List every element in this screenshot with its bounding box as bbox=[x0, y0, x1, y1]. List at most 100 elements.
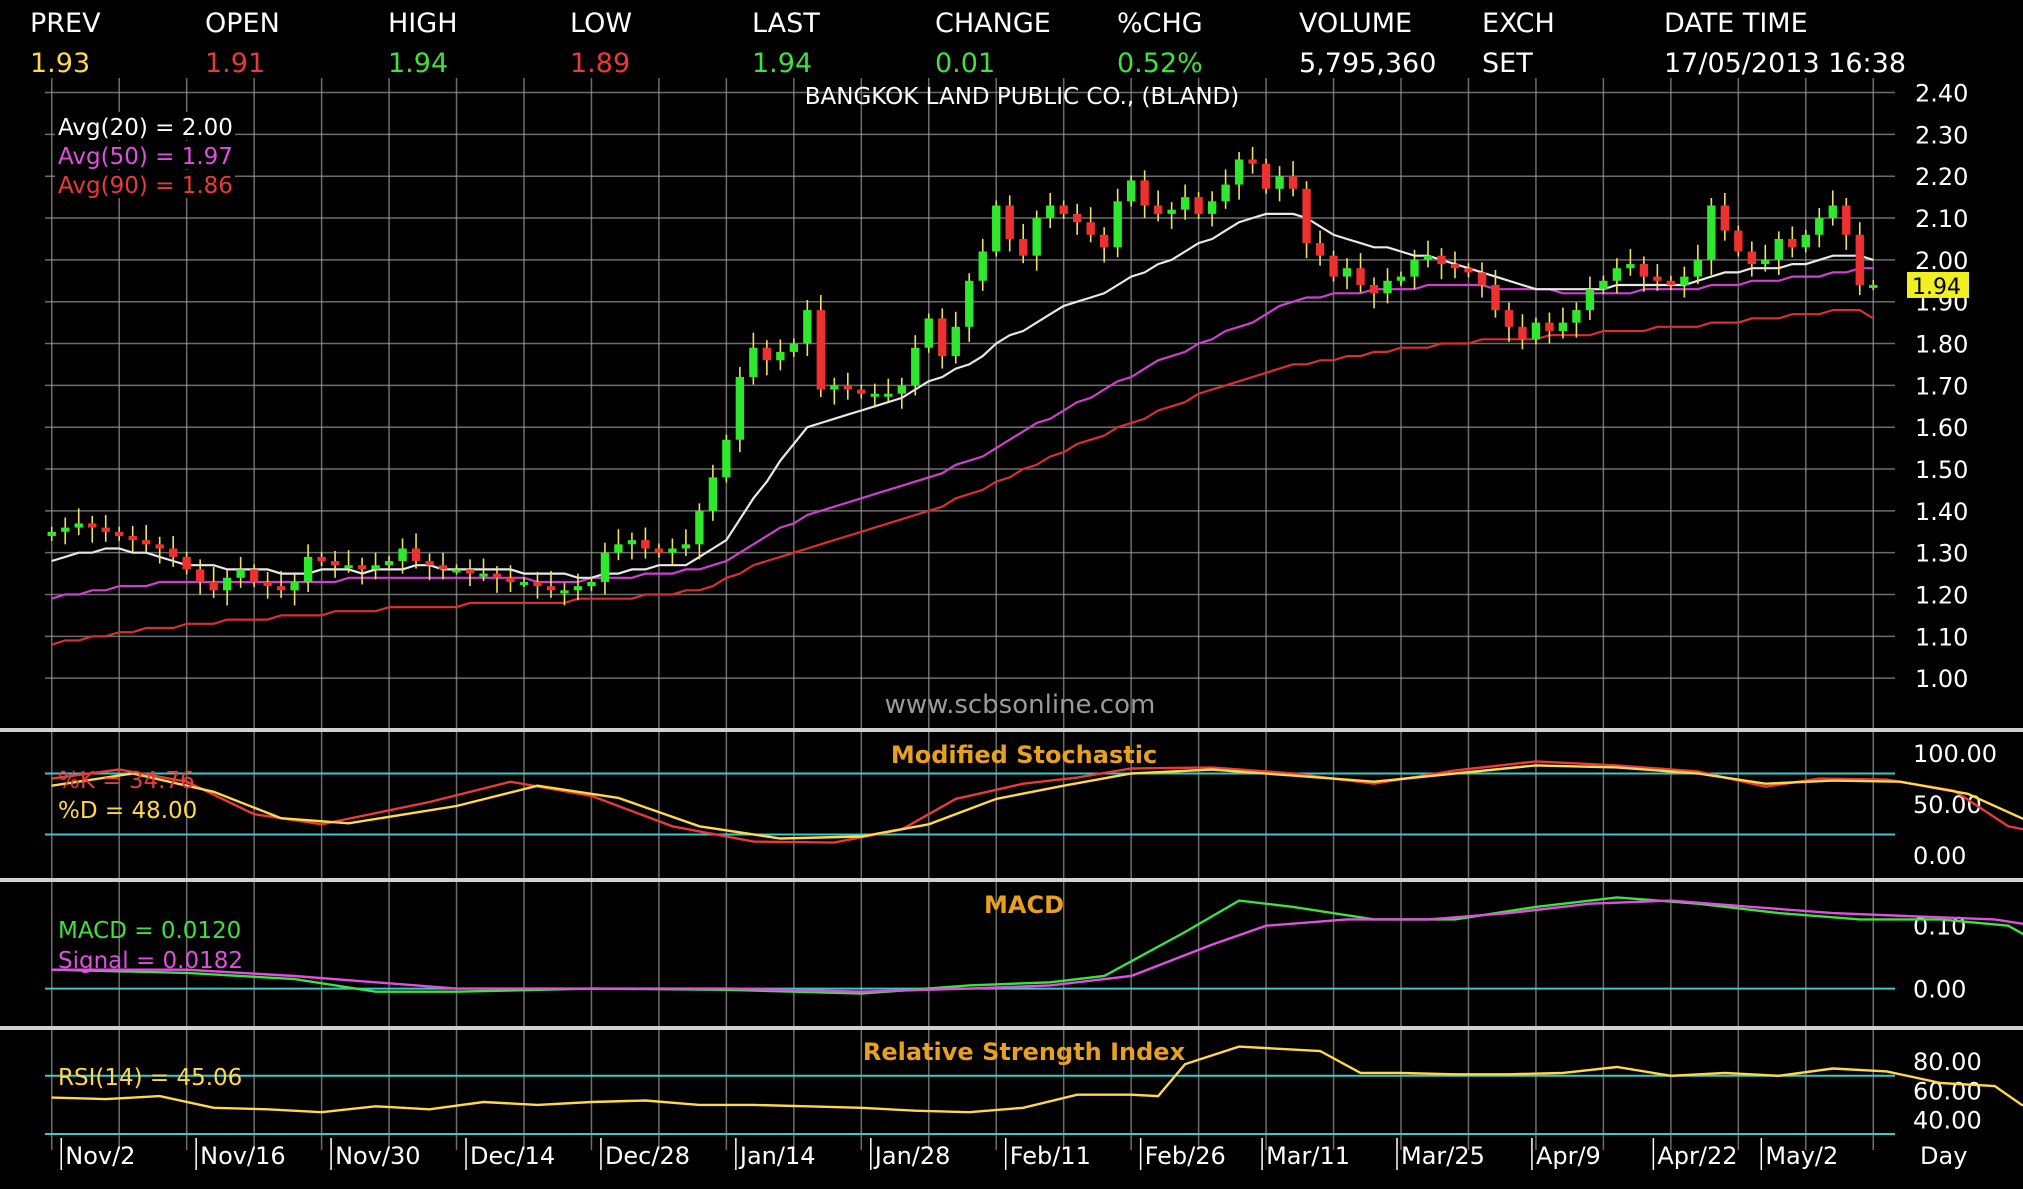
candle-body bbox=[1113, 201, 1122, 248]
panel-separator bbox=[0, 878, 2023, 882]
candle-body bbox=[870, 393, 879, 397]
pctchg-value: 0.52% bbox=[1117, 48, 1203, 79]
candle-body bbox=[1693, 259, 1703, 277]
candle-body bbox=[465, 569, 475, 574]
candle-body bbox=[209, 581, 218, 591]
candle-body bbox=[1558, 322, 1568, 331]
candle-body bbox=[276, 586, 286, 591]
low-value: 1.89 bbox=[570, 48, 631, 79]
indicator-tick-label: 60.00 bbox=[1913, 1077, 1982, 1105]
candle-body bbox=[1585, 289, 1595, 311]
candle-body bbox=[992, 205, 1001, 252]
candle-body bbox=[1464, 268, 1473, 273]
candle-body bbox=[924, 318, 933, 348]
price-tick-label: 1.40 bbox=[1915, 498, 1968, 526]
candle-body bbox=[398, 548, 407, 562]
candle-body bbox=[1032, 218, 1041, 256]
price-tick-label: 1.10 bbox=[1915, 623, 1968, 651]
candle-body bbox=[884, 393, 893, 397]
panel-separator bbox=[0, 1026, 2023, 1030]
candle-body bbox=[776, 351, 785, 361]
candle-body bbox=[438, 565, 448, 570]
x-tick-label: Mar/11 bbox=[1266, 1142, 1350, 1170]
open-label: OPEN bbox=[205, 8, 280, 39]
indicator-title: Relative Strength Index bbox=[863, 1038, 1186, 1066]
indicator-title: MACD bbox=[984, 891, 1064, 919]
price-tick-label: 2.00 bbox=[1915, 247, 1968, 275]
open-value: 1.91 bbox=[205, 48, 266, 79]
candle-body bbox=[1639, 264, 1649, 277]
candle-body bbox=[195, 569, 205, 582]
candle-body bbox=[1680, 276, 1689, 285]
candle-body bbox=[695, 510, 704, 545]
candle-body bbox=[627, 540, 637, 545]
x-tick-label: Feb/11 bbox=[1010, 1142, 1091, 1170]
candle-body bbox=[1234, 159, 1244, 185]
candle-body bbox=[479, 573, 488, 577]
x-tick-label: Apr/22 bbox=[1657, 1142, 1737, 1170]
candle-body bbox=[1086, 222, 1095, 235]
ma-legend-entry: Avg(20) = 2.00 bbox=[58, 115, 233, 141]
candle-body bbox=[249, 569, 259, 582]
change-value: 0.01 bbox=[935, 48, 996, 79]
candle-body bbox=[1073, 213, 1082, 223]
x-tick-label: Jan/14 bbox=[738, 1142, 816, 1170]
candle-body bbox=[88, 523, 97, 528]
indicator-legend-entry: Signal = 0.0182 bbox=[58, 948, 243, 974]
prev-label: PREV bbox=[30, 8, 101, 39]
candle-body bbox=[1248, 159, 1257, 164]
candle-body bbox=[1410, 259, 1419, 277]
indicator-tick-label: 0.00 bbox=[1913, 976, 1966, 1004]
candle-body bbox=[1626, 264, 1635, 269]
x-tick-label: Feb/26 bbox=[1145, 1142, 1226, 1170]
candle-body bbox=[1423, 255, 1433, 260]
candle-body bbox=[897, 385, 906, 394]
ma-legend-entry: Avg(90) = 1.86 bbox=[58, 173, 233, 199]
watermark: www.scbsonline.com bbox=[885, 690, 1156, 720]
candle-body bbox=[1545, 322, 1554, 331]
candle-body bbox=[1666, 280, 1676, 285]
candle-body bbox=[708, 477, 718, 511]
candle-body bbox=[1140, 180, 1149, 206]
high-value: 1.94 bbox=[388, 48, 449, 79]
candle-body bbox=[1734, 230, 1743, 252]
candle-body bbox=[965, 280, 974, 327]
candle-body bbox=[668, 548, 677, 553]
indicator-series-line bbox=[51, 1045, 2023, 1114]
candle-body bbox=[1288, 176, 1298, 189]
candle-body bbox=[789, 343, 799, 352]
indicator-legend-entry: %K = 34.76 bbox=[58, 768, 195, 794]
price-tick-label: 1.70 bbox=[1915, 372, 1968, 400]
candle-body bbox=[1383, 280, 1392, 294]
candle-body bbox=[425, 561, 434, 566]
candle-body bbox=[1653, 276, 1662, 281]
candle-body bbox=[182, 556, 191, 570]
candle-body bbox=[142, 540, 151, 545]
candle-body bbox=[546, 586, 556, 591]
x-tick-label: May/2 bbox=[1765, 1142, 1838, 1170]
exch-label: EXCH bbox=[1482, 8, 1555, 39]
candle-body bbox=[1437, 255, 1446, 265]
candle-body bbox=[735, 376, 745, 440]
indicator-title: Modified Stochastic bbox=[891, 741, 1157, 769]
candle-body bbox=[1207, 201, 1217, 214]
candle-body bbox=[1612, 268, 1622, 281]
candle-body bbox=[236, 569, 245, 578]
prev-value: 1.93 bbox=[30, 48, 91, 79]
candle-body bbox=[1059, 205, 1068, 214]
candle-body bbox=[1572, 310, 1581, 323]
candle-body bbox=[1315, 243, 1325, 256]
candle-body bbox=[1504, 310, 1514, 327]
candle-body bbox=[749, 347, 758, 377]
ma-legend-entry: Avg(50) = 1.97 bbox=[58, 144, 233, 170]
indicator-tick-label: 100.00 bbox=[1913, 740, 1997, 768]
candle-body bbox=[803, 310, 812, 344]
candle-body bbox=[600, 552, 610, 582]
low-label: LOW bbox=[570, 8, 633, 39]
candle-body bbox=[1167, 209, 1176, 214]
volume-value: 5,795,360 bbox=[1299, 48, 1437, 79]
candle-body bbox=[1477, 272, 1487, 285]
candle-body bbox=[1801, 234, 1810, 248]
price-tick-label: 2.20 bbox=[1915, 163, 1968, 191]
